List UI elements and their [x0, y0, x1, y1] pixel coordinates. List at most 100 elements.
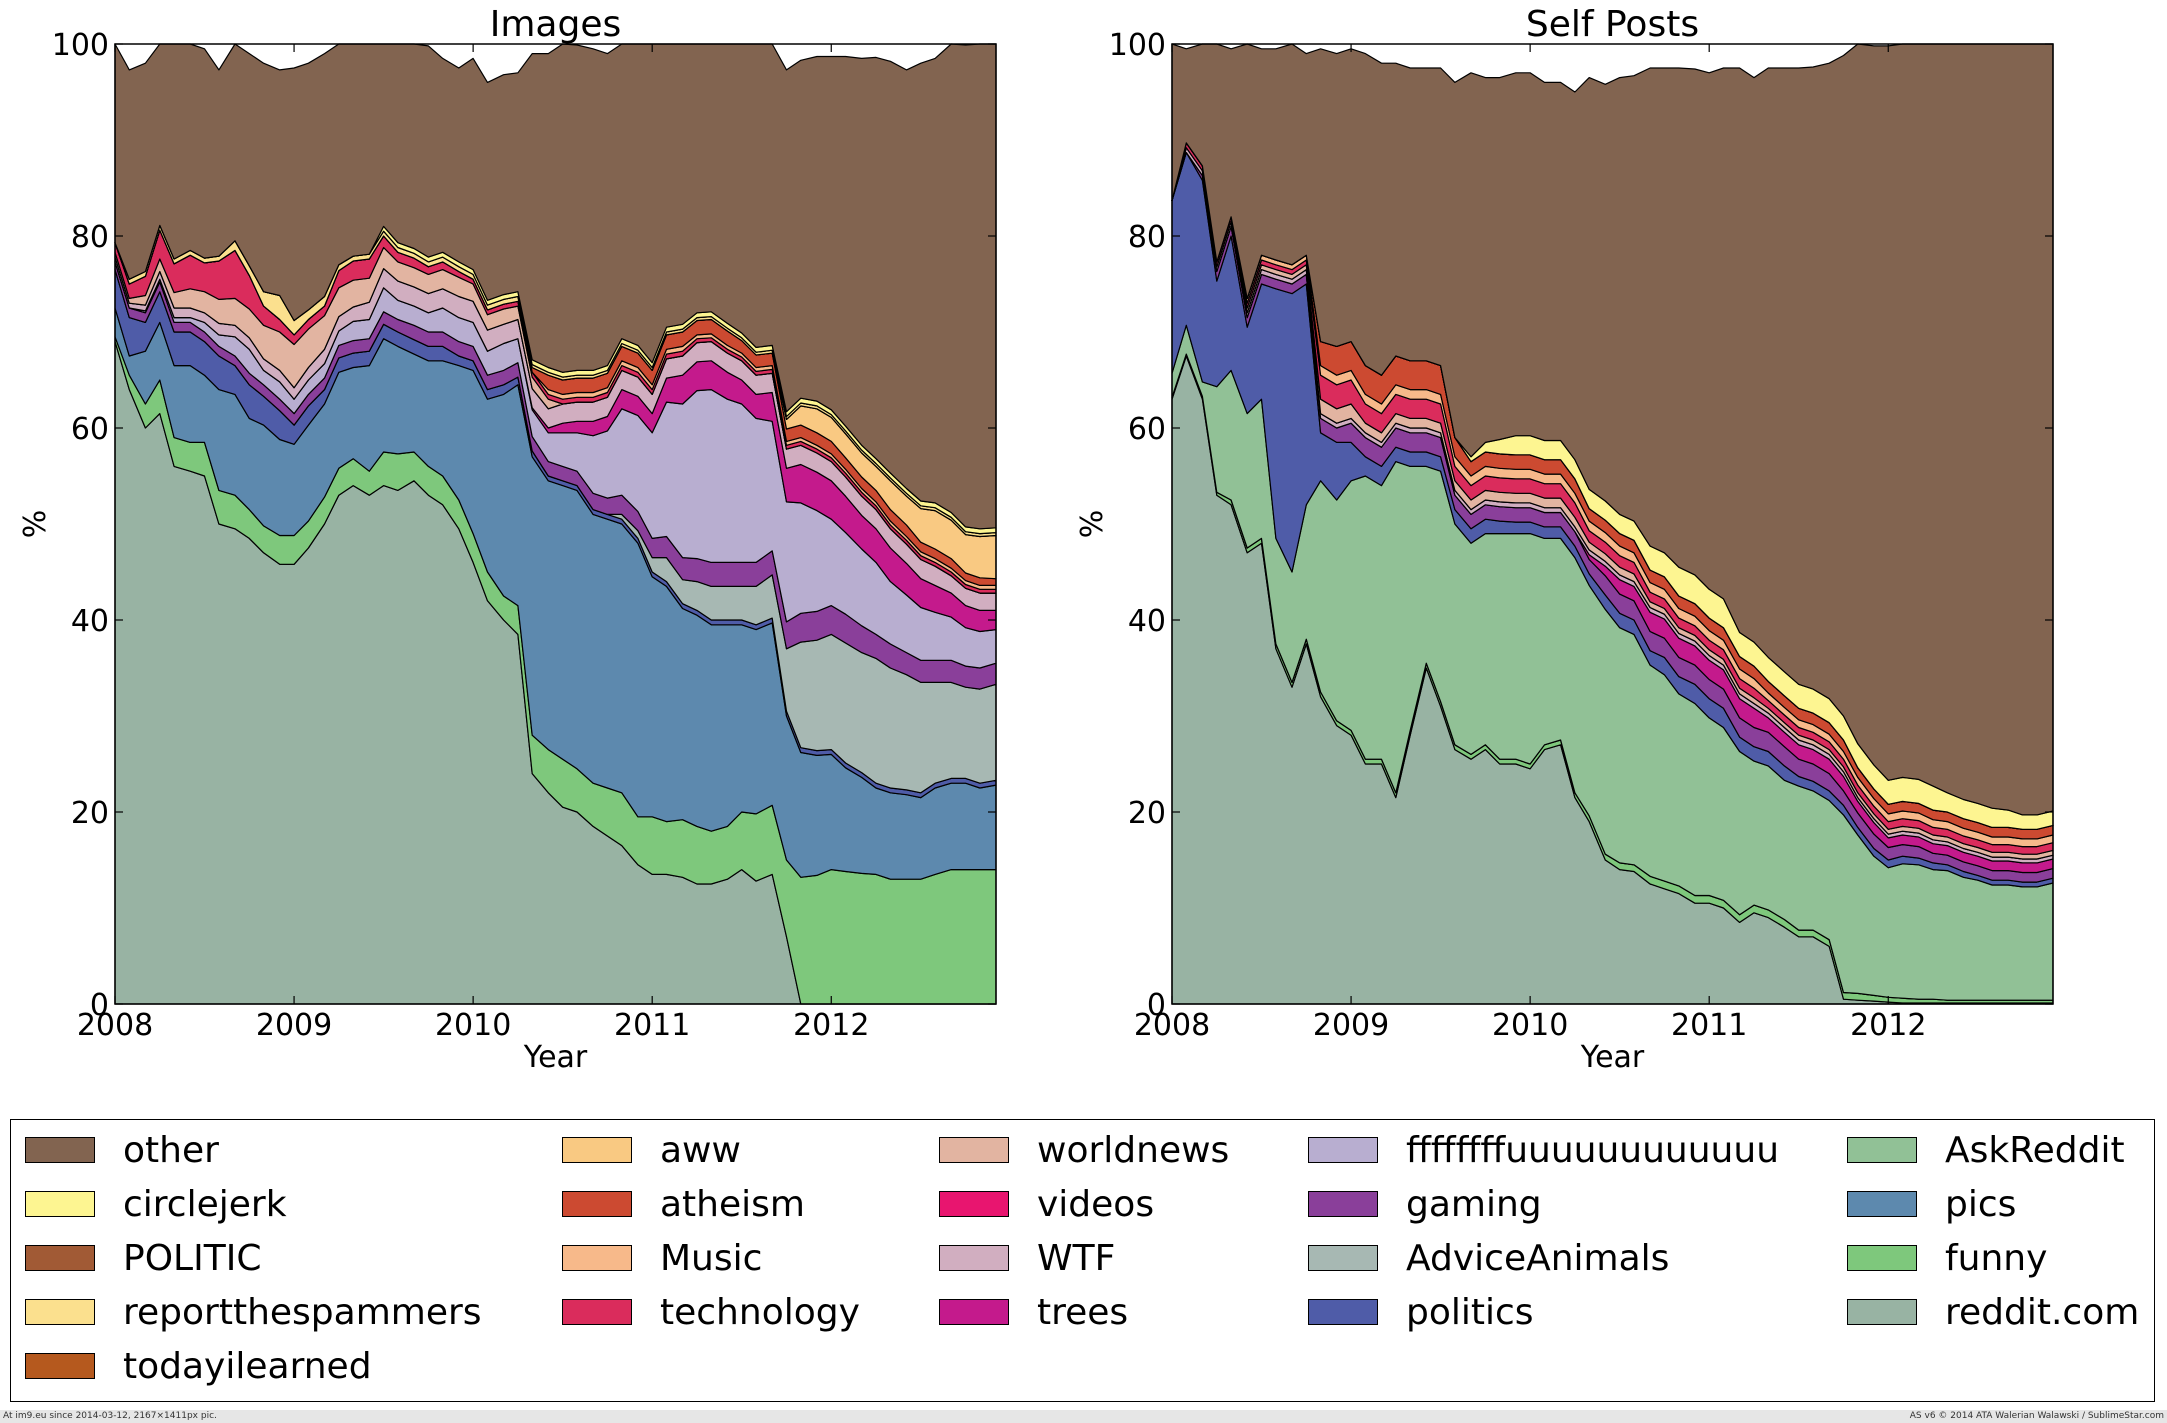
legend-item-worldnews: worldnews	[939, 1128, 1229, 1172]
x-tick-label: 2009	[256, 1008, 332, 1043]
legend-label: atheism	[660, 1183, 805, 1225]
y-tick-label: 40	[1128, 604, 1166, 639]
legend-label: circlejerk	[123, 1183, 287, 1225]
legend-label: pics	[1945, 1183, 2017, 1225]
y-axis-label: %	[18, 510, 53, 539]
y-tick-label: 80	[1128, 220, 1166, 255]
legend-swatch	[1847, 1245, 1917, 1271]
legend-label: videos	[1037, 1183, 1155, 1225]
legend-label: Music	[660, 1237, 763, 1279]
x-tick-label: 2010	[1492, 1008, 1568, 1043]
y-tick-label: 100	[1109, 28, 1166, 63]
y-tick-label: 40	[71, 604, 109, 639]
chart-title: Self Posts	[1526, 4, 1699, 45]
legend-swatch	[1308, 1137, 1378, 1163]
legend-item-askreddit: AskReddit	[1847, 1128, 2125, 1172]
legend-item-circlejerk: circlejerk	[25, 1182, 287, 1226]
y-tick-label: 20	[1128, 796, 1166, 831]
legend-swatch	[1847, 1191, 1917, 1217]
legend-swatch	[562, 1245, 632, 1271]
page-footer: At im9.eu since 2014-03-12, 2167×1411px …	[0, 1410, 2167, 1423]
footer-credit: At im9.eu since 2014-03-12, 2167×1411px …	[3, 1411, 217, 1421]
legend-swatch	[562, 1137, 632, 1163]
legend-swatch	[939, 1299, 1009, 1325]
legend-label: politics	[1406, 1291, 1534, 1333]
legend-item-music: Music	[562, 1236, 762, 1280]
legend-label: WTF	[1037, 1237, 1116, 1279]
x-axis-label: Year	[523, 1040, 588, 1075]
x-tick-label: 2009	[1313, 1008, 1389, 1043]
x-tick-label: 2011	[614, 1008, 690, 1043]
legend-swatch	[1308, 1299, 1378, 1325]
legend-swatch	[25, 1191, 95, 1217]
legend-item-politic: POLITIC	[25, 1236, 261, 1280]
y-tick-label: 60	[1128, 412, 1166, 447]
x-axis-label: Year	[1580, 1040, 1645, 1075]
legend-swatch	[1308, 1191, 1378, 1217]
legend-item-other: other	[25, 1128, 219, 1172]
y-tick-label: 60	[71, 412, 109, 447]
legend-label: gaming	[1406, 1183, 1542, 1225]
legend-label: AskReddit	[1945, 1129, 2125, 1171]
legend-item-adviceanimals: AdviceAnimals	[1308, 1236, 1669, 1280]
y-tick-label: 0	[90, 988, 109, 1023]
legend-item-technology: technology	[562, 1290, 860, 1334]
legend-label: reportthespammers	[123, 1291, 482, 1333]
legend-swatch	[1308, 1245, 1378, 1271]
legend-item-wtf: WTF	[939, 1236, 1115, 1280]
plot-frame	[1171, 43, 2054, 1005]
x-tick-label: 2008	[1134, 1008, 1210, 1043]
legend-item-videos: videos	[939, 1182, 1154, 1226]
legend: other circlejerk POLITIC reportthespammers t…	[10, 1119, 2155, 1402]
legend-swatch	[939, 1191, 1009, 1217]
legend-swatch	[25, 1353, 95, 1379]
x-tick-label: 2012	[793, 1008, 869, 1043]
legend-item-pics: pics	[1847, 1182, 2016, 1226]
x-tick-label: 2012	[1850, 1008, 1926, 1043]
chart-images: 0 20 40 60 80 100 2008 2009 2010 2011 2012 Images Ye…	[18, 4, 997, 1075]
y-tick-label: 20	[71, 796, 109, 831]
x-tick-label: 2011	[1671, 1008, 1747, 1043]
legend-label: funny	[1945, 1237, 2048, 1279]
legend-item-aww: aww	[562, 1128, 741, 1172]
legend-label: todayilearned	[123, 1345, 372, 1387]
legend-label: POLITIC	[123, 1237, 262, 1279]
y-tick-label: 80	[71, 220, 109, 255]
x-tick-label: 2010	[435, 1008, 511, 1043]
legend-item-gaming: gaming	[1308, 1182, 1542, 1226]
legend-item-reddit-com: reddit.com	[1847, 1290, 2139, 1334]
y-tick-label: 100	[52, 28, 109, 63]
legend-swatch	[1847, 1137, 1917, 1163]
plot-frame	[114, 43, 997, 1005]
y-tick-label: 0	[1147, 988, 1166, 1023]
legend-item-funny: funny	[1847, 1236, 2047, 1280]
stacked-area-charts: 0 20 40 60 80 100 2008 2009 2010 2011 2012 Images Ye…	[18, 4, 2054, 1075]
x-tick-label: 2008	[77, 1008, 153, 1043]
legend-swatch	[939, 1137, 1009, 1163]
legend-label: other	[123, 1129, 219, 1171]
legend-swatch	[25, 1299, 95, 1325]
legend-item-ffffffffuuuuuuuuuuuu: ffffffffuuuuuuuuuuuu	[1308, 1128, 1779, 1172]
legend-label: reddit.com	[1945, 1291, 2140, 1333]
y-axis-label: %	[1075, 510, 1110, 539]
legend-label: trees	[1037, 1291, 1129, 1333]
legend-swatch	[25, 1137, 95, 1163]
legend-swatch	[1847, 1299, 1917, 1325]
legend-item-todayilearned: todayilearned	[25, 1344, 372, 1388]
legend-item-politics: politics	[1308, 1290, 1534, 1334]
legend-item-reportthespammers: reportthespammers	[25, 1290, 482, 1334]
legend-swatch	[25, 1245, 95, 1271]
legend-label: aww	[660, 1129, 741, 1171]
legend-label: ffffffffuuuuuuuuuuuu	[1406, 1129, 1780, 1171]
legend-swatch	[562, 1191, 632, 1217]
legend-item-atheism: atheism	[562, 1182, 805, 1226]
legend-label: AdviceAnimals	[1406, 1237, 1670, 1279]
footer-copyright: AS v6 © 2014 ATA Walerian Walawski / Sub…	[1909, 1411, 2164, 1421]
chart-self-posts: 0 20 40 60 80 100 2008 2009 2010 2011 2012 Self Pos…	[1075, 4, 2054, 1075]
legend-item-trees: trees	[939, 1290, 1128, 1334]
legend-swatch	[939, 1245, 1009, 1271]
legend-swatch	[562, 1299, 632, 1325]
legend-label: worldnews	[1037, 1129, 1230, 1171]
legend-label: technology	[660, 1291, 860, 1333]
chart-title: Images	[490, 4, 622, 45]
